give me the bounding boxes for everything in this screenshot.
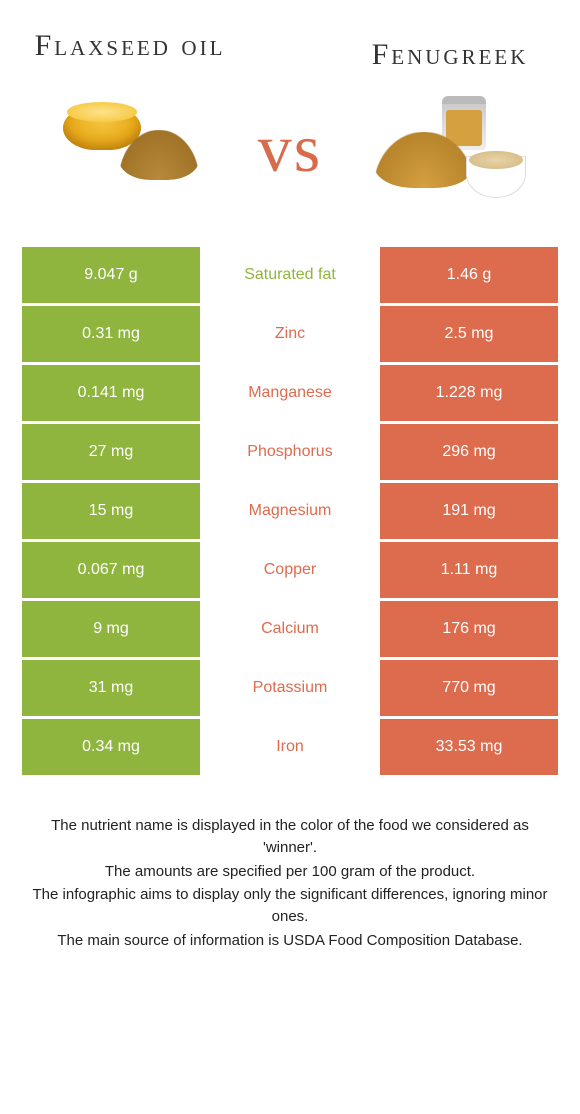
cell-right-value: 1.11 mg (380, 542, 558, 598)
cell-left-value: 9 mg (22, 601, 200, 657)
cell-left-value: 0.067 mg (22, 542, 200, 598)
cell-nutrient-label: Calcium (200, 601, 380, 657)
footer-line: The main source of information is USDA F… (22, 930, 558, 952)
table-row: 0.141 mgManganese1.228 mg (22, 365, 558, 421)
cell-left-value: 0.31 mg (22, 306, 200, 362)
cell-nutrient-label: Iron (200, 719, 380, 775)
food-right-image (365, 87, 535, 207)
table-row: 9.047 gSaturated fat1.46 g (22, 247, 558, 303)
cell-right-value: 1.228 mg (380, 365, 558, 421)
food-left-image (45, 78, 215, 198)
cell-right-value: 2.5 mg (380, 306, 558, 362)
cell-left-value: 9.047 g (22, 247, 200, 303)
cell-nutrient-label: Manganese (200, 365, 380, 421)
footer-notes: The nutrient name is displayed in the co… (22, 815, 558, 952)
vs-label: vs (258, 109, 322, 188)
flaxseed-oil-icon (55, 88, 205, 188)
cell-left-value: 0.34 mg (22, 719, 200, 775)
cell-nutrient-label: Saturated fat (200, 247, 380, 303)
table-row: 15 mgMagnesium191 mg (22, 483, 558, 539)
cell-right-value: 296 mg (380, 424, 558, 480)
table-row: 9 mgCalcium176 mg (22, 601, 558, 657)
footer-line: The infographic aims to display only the… (22, 884, 558, 928)
table-row: 0.31 mgZinc2.5 mg (22, 306, 558, 362)
table-row: 31 mgPotassium770 mg (22, 660, 558, 716)
header: Flaxseed oil vs Fenugreek (0, 0, 580, 217)
cell-nutrient-label: Magnesium (200, 483, 380, 539)
cell-right-value: 176 mg (380, 601, 558, 657)
cell-left-value: 31 mg (22, 660, 200, 716)
cell-nutrient-label: Potassium (200, 660, 380, 716)
table-row: 0.34 mgIron33.53 mg (22, 719, 558, 775)
food-left-title: Flaxseed oil (35, 29, 226, 62)
footer-line: The nutrient name is displayed in the co… (22, 815, 558, 859)
cell-right-value: 33.53 mg (380, 719, 558, 775)
table-row: 27 mgPhosphorus296 mg (22, 424, 558, 480)
cell-nutrient-label: Phosphorus (200, 424, 380, 480)
food-left-block: Flaxseed oil (30, 29, 230, 198)
cell-left-value: 15 mg (22, 483, 200, 539)
food-right-block: Fenugreek (350, 20, 550, 207)
footer-line: The amounts are specified per 100 gram o… (22, 861, 558, 883)
cell-left-value: 0.141 mg (22, 365, 200, 421)
comparison-table: 9.047 gSaturated fat1.46 g0.31 mgZinc2.5… (22, 247, 558, 775)
cell-right-value: 1.46 g (380, 247, 558, 303)
cell-nutrient-label: Copper (200, 542, 380, 598)
food-right-title: Fenugreek (372, 38, 529, 71)
cell-right-value: 191 mg (380, 483, 558, 539)
cell-left-value: 27 mg (22, 424, 200, 480)
cell-nutrient-label: Zinc (200, 306, 380, 362)
table-row: 0.067 mgCopper1.11 mg (22, 542, 558, 598)
fenugreek-icon (370, 92, 530, 202)
cell-right-value: 770 mg (380, 660, 558, 716)
